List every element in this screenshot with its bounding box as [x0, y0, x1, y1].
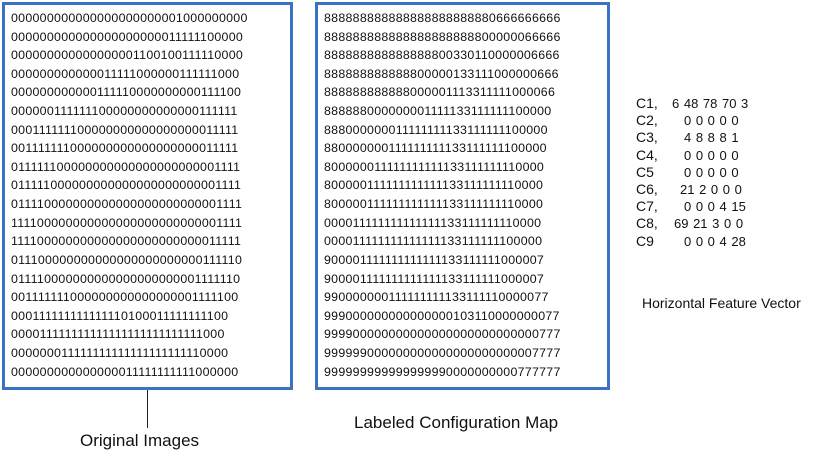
- class-label: C7,: [636, 198, 658, 215]
- feature-values: 0 0 0 0 0: [684, 164, 739, 180]
- grid-row: 000011111111111111111111111111000: [11, 327, 225, 342]
- grid-row: 011110000000000000000000001111110: [11, 271, 241, 286]
- feature-values: 6 48 78 70 3: [672, 96, 749, 111]
- grid-row: 000011111111111111133111111100000: [324, 234, 543, 249]
- grid-row: 000011111111111111133111111110000: [324, 215, 542, 230]
- grid-row: 001111111000000000000000000011111: [11, 141, 239, 156]
- class-label: C8,: [636, 215, 658, 232]
- grid-row: 001111111000000000000000001111100: [11, 290, 239, 305]
- caption-connector-line: [147, 390, 148, 428]
- configuration-map-grid: 888888888888888888888880666666666 8888888…: [315, 2, 610, 390]
- grid-row: 999999000000000000000000000007777: [324, 345, 561, 360]
- grid-row: 011111000000000000000000000001111: [11, 178, 242, 193]
- grid-row: 888888888888000001113311111000066: [324, 85, 556, 100]
- grid-row: 800000111111111111133111111110000: [324, 178, 544, 193]
- class-label: C6,: [636, 180, 658, 197]
- class-label: C4,: [636, 146, 658, 163]
- grid-row: 011110000000000000000000000001111: [11, 197, 243, 212]
- grid-row: 000000000000000000000001000000000: [11, 11, 248, 25]
- original-images-caption: Original Images: [80, 431, 200, 450]
- grid-row: 888888888888800000133111000000666: [324, 66, 559, 81]
- grid-row: 000000000000000011111111111000000: [11, 364, 239, 379]
- class-label: C9: [636, 232, 654, 249]
- grid-row: 990000000111111111133111110000077: [324, 290, 549, 305]
- grid-row: 900001111111111111133111111000007: [324, 271, 545, 286]
- grid-row: 900001111111111111133111111000007: [324, 252, 545, 267]
- class-label: C1,: [636, 95, 658, 111]
- grid-row: 000000000000000000000011111100000: [11, 29, 244, 44]
- grid-row: 011100000000000000000000000111110: [11, 252, 243, 267]
- grid-row: 111100000000000000000000000001111: [11, 215, 243, 230]
- grid-row: 888888000000001111133111111100000: [324, 104, 552, 119]
- class-label: C3,: [636, 129, 658, 146]
- grid-row: 000000000000111110000000000111100: [11, 85, 242, 100]
- feature-values: 0 0 0 4 28: [684, 233, 746, 249]
- grid-row: 000111111111111110100011111111100: [11, 308, 229, 323]
- grid-row: 999000000000000000103110000000077: [324, 308, 560, 323]
- grid-row: 888000000011111111133111111100000: [324, 122, 548, 137]
- feature-vector-caption: Horizontal Feature Vector: [642, 295, 801, 311]
- grid-row: 888888888888888888888880666666666: [324, 11, 561, 25]
- grid-row: 880000000111111111133111111100000: [324, 141, 547, 156]
- grid-row: 000000111111100000000000000111111: [11, 104, 238, 119]
- grid-row: 000111111100000000000000000011111: [11, 122, 239, 137]
- grid-row: 800000011111111111133111111110000: [324, 159, 545, 174]
- configuration-map-digits: 888888888888888888888880666666666 8888888…: [324, 9, 561, 381]
- grid-row: 000000011111111111111111111110000: [11, 345, 229, 360]
- grid-row: 888888888888888888888800000066666: [324, 29, 561, 44]
- feature-values: 69 21 3 0 0: [674, 216, 744, 232]
- grid-row: 000000000000011111000000111111000: [11, 66, 240, 81]
- configuration-map-caption: Labeled Configuration Map: [354, 413, 559, 432]
- grid-row: 000000000000000001100100111110000: [11, 48, 244, 63]
- grid-row: 888888888888888800330110000006666: [324, 48, 560, 63]
- class-label: C5: [636, 163, 654, 180]
- feature-values: 0 0 0 0 0: [684, 113, 739, 129]
- grid-row: 800000111111111111133111111110000: [324, 197, 544, 212]
- grid-row: 999900000000000000000000000000777: [324, 327, 561, 342]
- original-image-grid: 000000000000000000000001000000000 0000000…: [2, 2, 293, 390]
- grid-row: 011111100000000000000000000001111: [11, 159, 241, 174]
- feature-values: 4 8 8 8 1: [684, 130, 739, 146]
- feature-values: 0 0 0 0 0: [684, 147, 739, 163]
- grid-row: 111100000000000000000000000011111: [11, 234, 242, 249]
- original-image-digits: 000000000000000000000001000000000 0000000…: [11, 9, 248, 381]
- feature-values: 0 0 0 4 15: [684, 199, 746, 215]
- grid-row: 999999999999999990000000000777777: [324, 364, 561, 379]
- feature-values: 21 2 0 0 0: [680, 181, 742, 197]
- class-label: C2,: [636, 112, 658, 129]
